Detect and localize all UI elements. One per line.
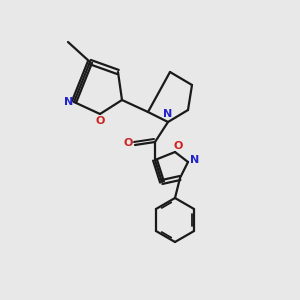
Text: O: O — [173, 141, 183, 151]
Text: N: N — [190, 155, 200, 165]
Text: N: N — [64, 97, 74, 107]
Text: O: O — [123, 138, 133, 148]
Text: N: N — [164, 109, 172, 119]
Text: O: O — [95, 116, 105, 126]
